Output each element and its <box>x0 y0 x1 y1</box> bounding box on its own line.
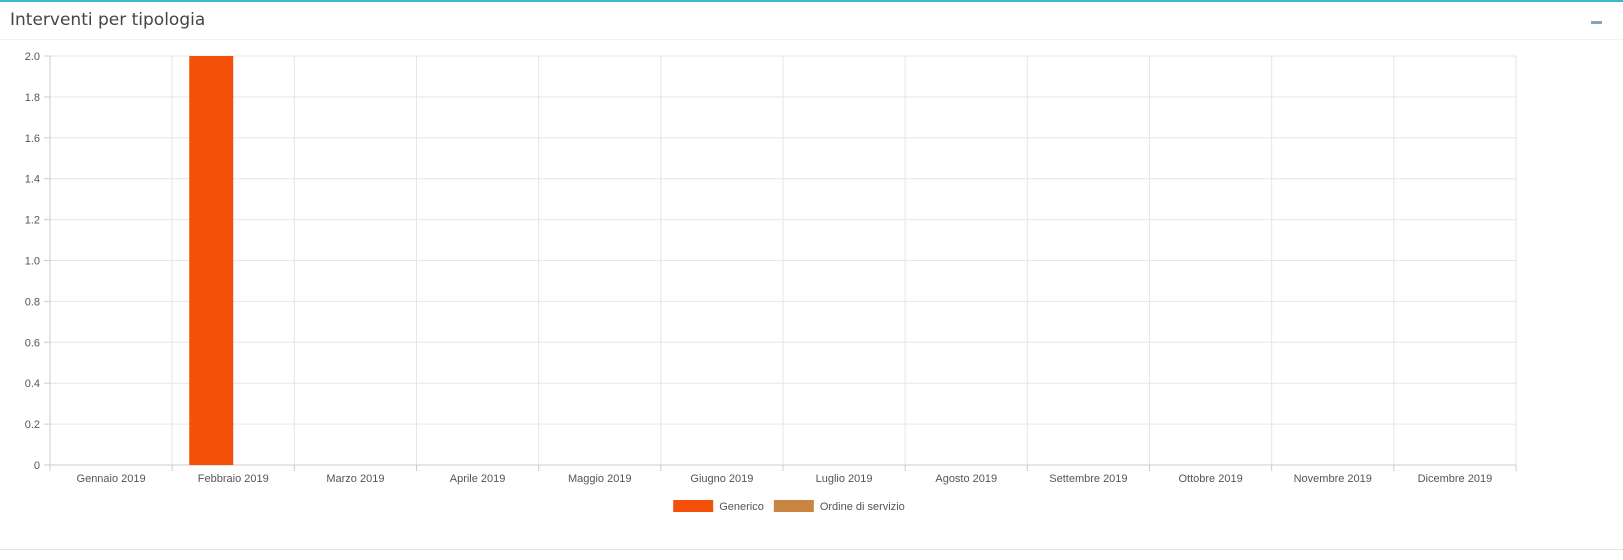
y-tick-label: 1.4 <box>25 174 40 186</box>
y-tick-label: 0.8 <box>25 296 40 308</box>
legend-label: Ordine di servizio <box>820 501 905 513</box>
x-tick-label: Settembre 2019 <box>1049 473 1127 485</box>
y-tick-label: 0.2 <box>25 419 40 431</box>
legend-swatch <box>673 500 714 512</box>
x-tick-label: Maggio 2019 <box>568 473 632 485</box>
x-tick-label: Luglio 2019 <box>816 473 873 485</box>
x-tick-label: Gennaio 2019 <box>77 473 146 485</box>
x-tick-label: Giugno 2019 <box>690 473 753 485</box>
panel-title: Interventi per tipologia <box>10 10 206 30</box>
x-tick-label: Novembre 2019 <box>1294 473 1372 485</box>
x-tick-label: Marzo 2019 <box>326 473 384 485</box>
y-tick-label: 0 <box>34 460 40 472</box>
y-tick-label: 1.6 <box>25 133 40 145</box>
y-tick-label: 0.4 <box>25 378 40 390</box>
y-tick-label: 1.0 <box>25 256 40 268</box>
legend: Generico Ordine di servizio <box>673 500 905 513</box>
x-tick-label: Dicembre 2019 <box>1418 473 1493 485</box>
panel-header: Interventi per tipologia <box>0 2 1623 40</box>
legend-label: Generico <box>719 501 764 513</box>
bar-generico <box>189 56 234 465</box>
legend-swatch <box>773 500 814 512</box>
legend-item[interactable]: Ordine di servizio <box>773 500 905 513</box>
minus-icon[interactable] <box>1587 10 1607 30</box>
y-tick-label: 2.0 <box>25 51 40 63</box>
y-tick-label: 1.8 <box>25 92 40 104</box>
x-tick-label: Febbraio 2019 <box>198 473 269 485</box>
legend-item[interactable]: Generico <box>673 500 764 513</box>
x-tick-label: Agosto 2019 <box>935 473 997 485</box>
x-tick-label: Ottobre 2019 <box>1178 473 1242 485</box>
x-tick-label: Aprile 2019 <box>450 473 506 485</box>
y-tick-label: 1.2 <box>25 215 40 227</box>
y-tick-label: 0.6 <box>25 337 40 349</box>
